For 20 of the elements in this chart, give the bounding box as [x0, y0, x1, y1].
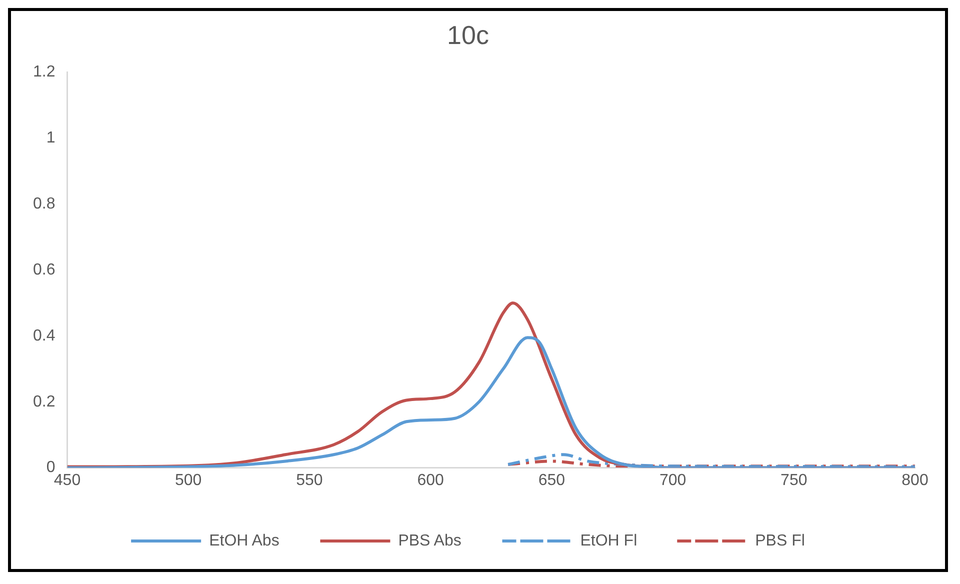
x-tick-label: 800: [902, 472, 928, 489]
y-tick-label: 0.2: [32, 393, 56, 410]
y-tick-label: 0.4: [32, 327, 56, 344]
legend-label: EtOH Abs: [209, 532, 280, 550]
legend-label: PBS Fl: [755, 532, 805, 550]
x-tick-label: 750: [780, 472, 808, 489]
legend-label: EtOH Fl: [580, 532, 638, 550]
chart-title: 10c: [447, 20, 489, 50]
legend-label: PBS Abs: [398, 532, 462, 550]
y-tick-label: 0.6: [32, 261, 56, 278]
y-tick-label: 0: [46, 459, 56, 476]
x-tick-label: 500: [175, 472, 202, 489]
y-tick-label: 1.2: [32, 64, 56, 81]
x-tick-label: 550: [296, 472, 323, 489]
y-tick-label: 1: [46, 130, 56, 147]
x-tick-label: 600: [417, 472, 444, 489]
y-tick-label: 0.8: [32, 195, 56, 212]
x-tick-label: 450: [54, 472, 81, 489]
x-tick-label: 700: [659, 472, 686, 489]
x-tick-label: 650: [538, 472, 566, 489]
